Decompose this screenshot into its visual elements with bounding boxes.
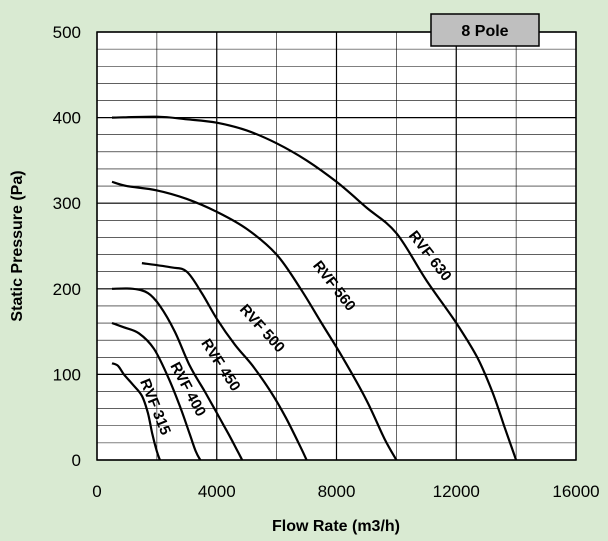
y-tick-label: 300 xyxy=(53,194,81,213)
x-tick-label: 16000 xyxy=(552,482,599,501)
x-tick-label: 8000 xyxy=(318,482,356,501)
pole-badge: 8 Pole xyxy=(430,13,540,47)
curve-rvf-560 xyxy=(111,180,398,461)
pole-badge-box xyxy=(430,13,540,47)
curve-rvf-315 xyxy=(111,362,161,461)
plot-border xyxy=(96,31,577,461)
y-tick-labels: 0 100 200 300 400 500 xyxy=(53,23,81,470)
x-tick-label: 4000 xyxy=(198,482,236,501)
y-tick-label: 400 xyxy=(53,109,81,128)
y-tick-label: 500 xyxy=(53,23,81,42)
x-tick-label: 0 xyxy=(92,482,101,501)
pole-badge-label: 8 Pole xyxy=(461,23,508,40)
y-tick-label: 200 xyxy=(53,280,81,299)
curve-rvf-500 xyxy=(141,262,308,461)
curve-rvf-630 xyxy=(111,115,518,461)
curve-rvf-450 xyxy=(111,287,244,461)
y-tick-label: 100 xyxy=(53,365,81,384)
x-tick-label: 12000 xyxy=(433,482,480,501)
x-tick-labels: 0 4000 8000 12000 16000 xyxy=(92,482,599,501)
curve-series xyxy=(111,115,518,461)
curve-rvf-400 xyxy=(111,321,202,461)
y-axis-title: Static Pressure (Pa) xyxy=(9,170,26,321)
x-axis-title: Flow Rate (m3/h) xyxy=(272,518,400,535)
y-tick-label: 0 xyxy=(72,451,81,470)
